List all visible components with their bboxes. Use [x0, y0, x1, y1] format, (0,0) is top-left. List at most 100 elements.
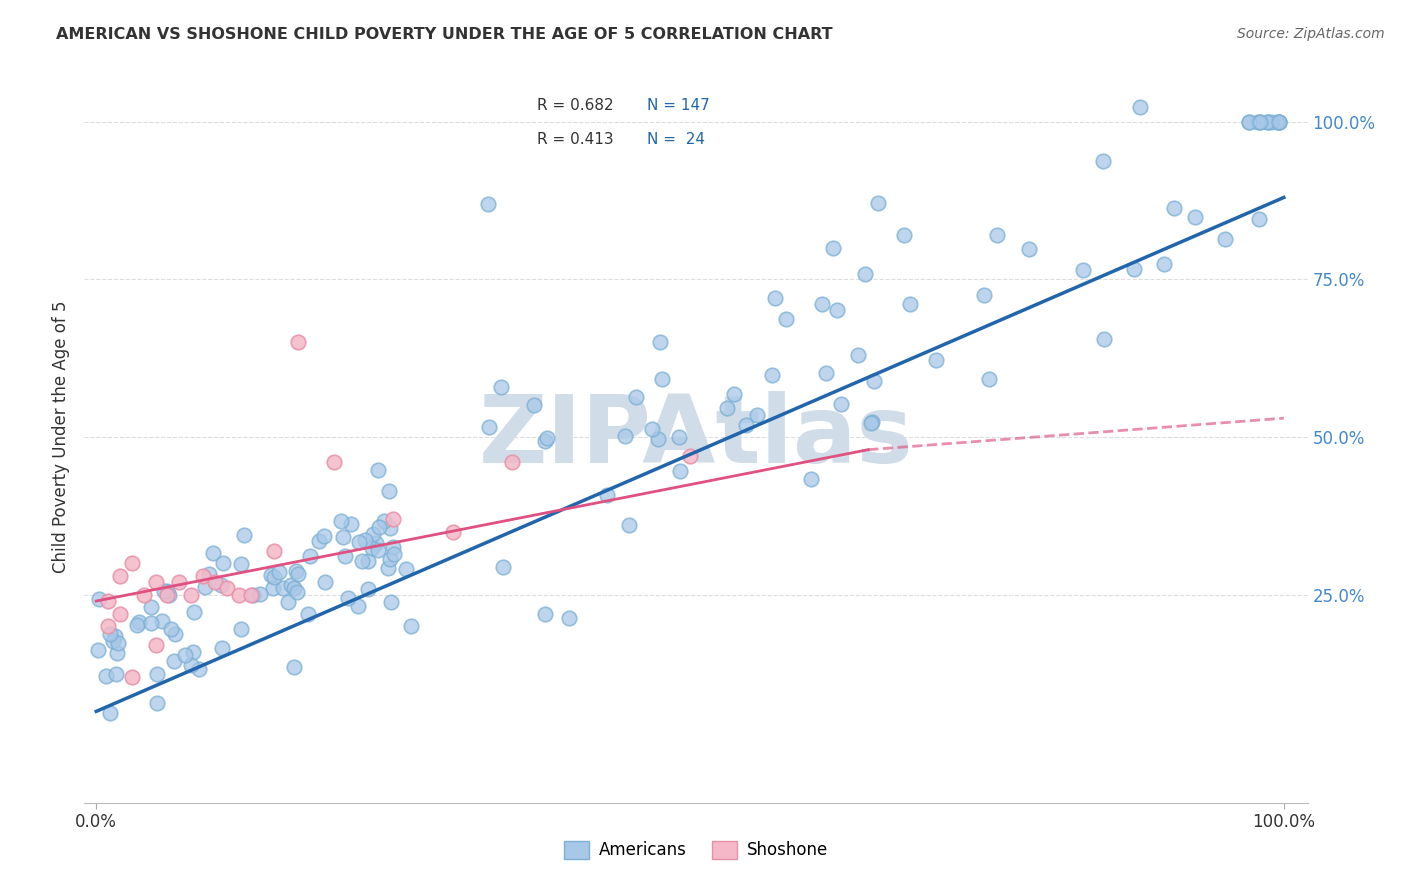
Point [595, 488, 617, 502]
Point [297, 607, 319, 622]
Point [367, 543, 389, 558]
Point [356, 582, 378, 596]
Point [239, 588, 262, 602]
Point [263, 570, 285, 584]
Point [101, 633, 124, 648]
Point [156, 583, 179, 598]
Point [1092, 332, 1115, 346]
Point [191, 569, 214, 583]
Point [533, 434, 555, 448]
Point [1249, 212, 1271, 227]
Point [1239, 115, 1261, 129]
Point [209, 578, 232, 592]
Point [283, 581, 305, 595]
Text: N =  24: N = 24 [647, 132, 704, 147]
Text: R = 0.682: R = 0.682 [537, 98, 613, 113]
Point [332, 530, 354, 544]
Point [384, 547, 406, 561]
Point [815, 366, 838, 380]
Point [1129, 100, 1152, 114]
Point [180, 658, 202, 673]
Point [1123, 262, 1146, 277]
Point [973, 288, 995, 302]
Point [811, 297, 834, 311]
Point [361, 527, 384, 541]
Point [723, 387, 745, 401]
Point [97, 594, 120, 608]
Point [145, 575, 167, 590]
Point [647, 432, 669, 446]
Point [799, 472, 821, 486]
Point [329, 514, 352, 528]
Point [523, 398, 546, 412]
Point [188, 662, 211, 676]
Point [536, 431, 558, 445]
Point [1267, 115, 1289, 129]
Point [380, 521, 402, 535]
Point [94, 669, 117, 683]
Point [380, 552, 402, 566]
Point [336, 591, 359, 605]
Point [107, 636, 129, 650]
Point [280, 577, 302, 591]
Point [141, 600, 163, 615]
Point [299, 549, 322, 564]
Point [194, 580, 217, 594]
Point [373, 514, 395, 528]
Point [501, 455, 523, 469]
Point [87, 642, 110, 657]
Point [377, 561, 399, 575]
Point [153, 583, 176, 598]
Point [853, 267, 876, 281]
Point [139, 615, 162, 630]
Text: R = 0.413: R = 0.413 [537, 132, 613, 147]
Point [347, 534, 370, 549]
Point [347, 599, 370, 613]
Point [640, 422, 662, 436]
Point [285, 585, 308, 599]
Point [163, 627, 186, 641]
Point [668, 429, 690, 443]
Point [229, 557, 252, 571]
Point [287, 335, 309, 350]
Point [558, 611, 581, 625]
Point [174, 648, 197, 663]
Point [617, 518, 640, 533]
Point [648, 335, 671, 350]
Point [128, 615, 150, 629]
Point [89, 591, 111, 606]
Point [977, 372, 1000, 386]
Point [121, 556, 143, 570]
Point [626, 390, 648, 404]
Point [284, 564, 307, 578]
Point [150, 614, 173, 628]
Point [97, 619, 120, 633]
Point [283, 659, 305, 673]
Point [745, 408, 768, 422]
Point [232, 527, 254, 541]
Point [312, 529, 335, 543]
Point [534, 607, 557, 621]
Point [277, 595, 299, 609]
Point [204, 575, 226, 590]
Point [352, 554, 374, 568]
Point [121, 670, 143, 684]
Y-axis label: Child Poverty Under the Age of 5: Child Poverty Under the Age of 5 [52, 301, 70, 574]
Point [145, 638, 167, 652]
Point [866, 196, 889, 211]
Point [1260, 115, 1282, 129]
Point [308, 533, 330, 548]
Point [367, 462, 389, 476]
Text: ZIPAtlas: ZIPAtlas [478, 391, 914, 483]
Point [314, 574, 336, 589]
Point [104, 666, 127, 681]
Point [489, 380, 512, 394]
Point [380, 594, 402, 608]
Point [267, 565, 290, 579]
Point [1268, 115, 1291, 129]
Point [333, 549, 356, 563]
Point [157, 588, 180, 602]
Point [651, 372, 673, 386]
Point [863, 374, 886, 388]
Point [180, 588, 202, 602]
